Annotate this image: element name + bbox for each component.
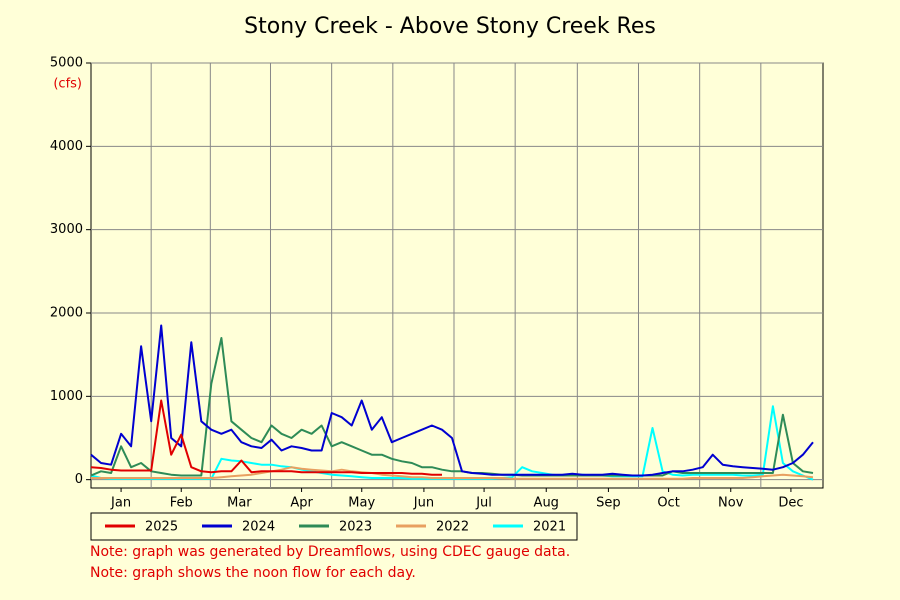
x-tick-label: May — [348, 496, 375, 511]
series-line — [90, 399, 442, 476]
x-tick-label: Dec — [778, 496, 803, 511]
note: Note: graph shows the noon flow for each… — [90, 565, 416, 581]
x-tick-label: Jul — [475, 496, 492, 511]
x-tick-label: Feb — [170, 496, 193, 511]
series-line — [91, 466, 814, 480]
y-tick-label: 5000 — [50, 56, 83, 71]
series-line — [90, 337, 814, 477]
plot-area — [90, 62, 824, 489]
x-tick-label: Jan — [110, 496, 131, 511]
legend-box — [90, 512, 578, 541]
x-tick-label: Aug — [534, 496, 559, 511]
y-tick-label: 1000 — [50, 389, 83, 404]
x-tick-label: Oct — [657, 496, 679, 511]
y-tick-label: 2000 — [50, 306, 83, 321]
y-tick-label: 0 — [75, 472, 83, 487]
legend-label: 2025 — [145, 520, 178, 535]
legend-label: 2023 — [339, 520, 372, 535]
x-tick-label: Sep — [596, 496, 621, 511]
series-line — [90, 405, 814, 481]
x-tick-label: Nov — [718, 496, 744, 511]
legend-label: 2021 — [533, 520, 566, 535]
x-tick-label: Mar — [227, 496, 252, 511]
chart-title: Stony Creek - Above Stony Creek Res — [244, 14, 656, 39]
legend-label: 2022 — [436, 520, 469, 535]
y-unit: (cfs) — [53, 77, 82, 92]
x-tick-label: Apr — [290, 496, 313, 511]
legend-label: 2024 — [242, 520, 275, 535]
y-tick-label: 3000 — [50, 222, 83, 237]
x-tick-label: Jun — [413, 496, 434, 511]
y-tick-label: 4000 — [50, 139, 83, 154]
series-line — [90, 324, 814, 477]
note: Note: graph was generated by Dreamflows,… — [90, 544, 570, 560]
